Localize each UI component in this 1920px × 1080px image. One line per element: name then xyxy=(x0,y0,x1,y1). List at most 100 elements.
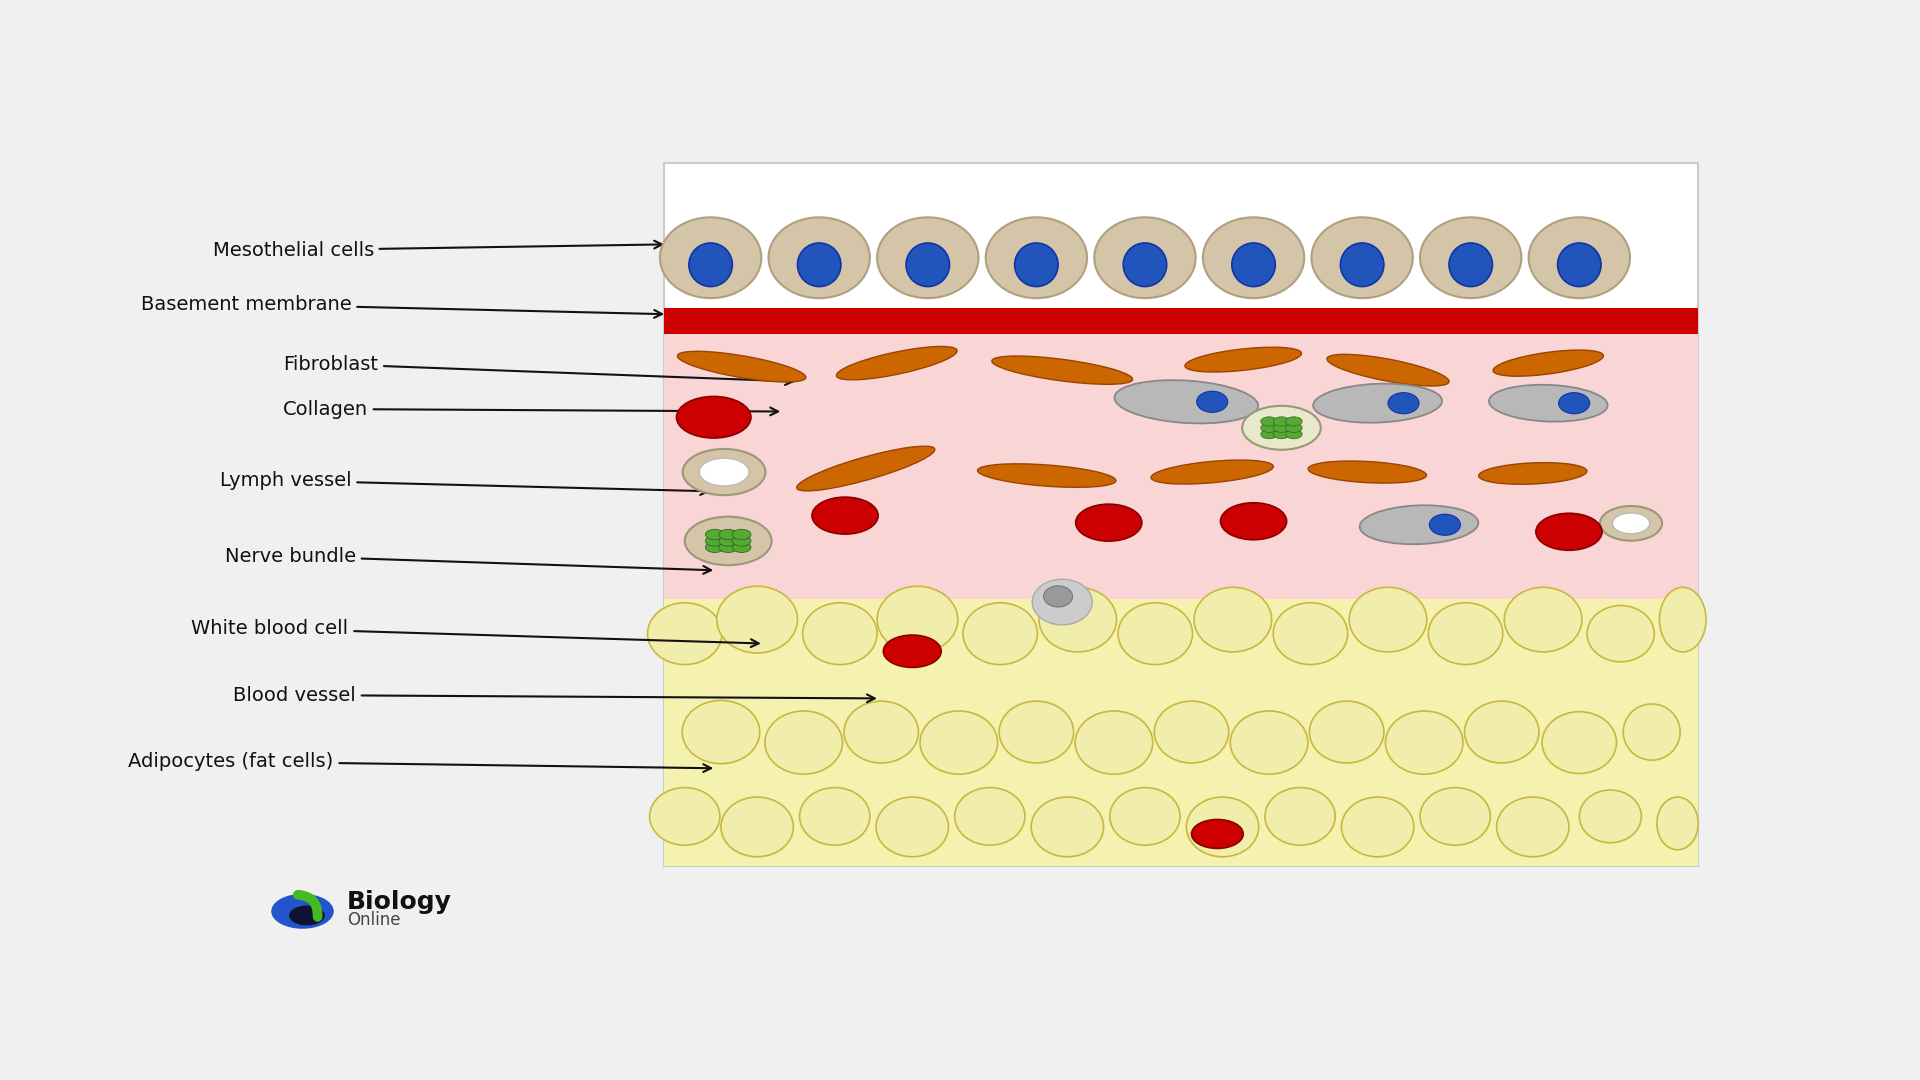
Ellipse shape xyxy=(906,243,950,286)
Text: Basement membrane: Basement membrane xyxy=(140,295,662,318)
Ellipse shape xyxy=(1450,243,1492,286)
Ellipse shape xyxy=(1327,354,1450,386)
Text: Blood vessel: Blood vessel xyxy=(234,686,876,704)
Circle shape xyxy=(676,396,751,438)
Ellipse shape xyxy=(837,347,956,380)
Circle shape xyxy=(1075,504,1142,541)
Circle shape xyxy=(699,458,749,486)
Ellipse shape xyxy=(1494,350,1603,376)
Ellipse shape xyxy=(682,701,760,764)
Text: Biology: Biology xyxy=(348,890,451,914)
Ellipse shape xyxy=(998,701,1073,762)
Circle shape xyxy=(718,536,737,546)
Ellipse shape xyxy=(1622,704,1680,760)
Ellipse shape xyxy=(797,243,841,286)
Circle shape xyxy=(705,529,724,540)
Circle shape xyxy=(718,529,737,540)
Ellipse shape xyxy=(716,586,797,653)
Text: Online: Online xyxy=(348,912,401,930)
Circle shape xyxy=(705,536,724,546)
Ellipse shape xyxy=(1505,588,1582,652)
Ellipse shape xyxy=(1196,391,1227,413)
Ellipse shape xyxy=(1031,797,1104,856)
Ellipse shape xyxy=(1114,380,1258,423)
Ellipse shape xyxy=(1465,701,1540,762)
Ellipse shape xyxy=(1231,711,1308,774)
Ellipse shape xyxy=(1386,711,1463,774)
Text: Lymph vessel: Lymph vessel xyxy=(221,471,708,495)
Ellipse shape xyxy=(993,356,1133,384)
Ellipse shape xyxy=(1490,384,1607,421)
Ellipse shape xyxy=(799,787,870,846)
Ellipse shape xyxy=(720,797,793,856)
Ellipse shape xyxy=(1185,347,1302,372)
Ellipse shape xyxy=(954,787,1025,846)
Ellipse shape xyxy=(1033,579,1092,625)
Text: Collagen: Collagen xyxy=(282,400,778,419)
Bar xyxy=(664,598,1697,865)
Ellipse shape xyxy=(660,217,762,298)
Ellipse shape xyxy=(1309,701,1384,762)
Circle shape xyxy=(1599,507,1663,541)
Ellipse shape xyxy=(1542,712,1617,773)
Ellipse shape xyxy=(1496,797,1569,856)
Circle shape xyxy=(732,536,751,546)
Ellipse shape xyxy=(1308,461,1427,483)
Ellipse shape xyxy=(1265,787,1334,846)
Ellipse shape xyxy=(1039,588,1117,652)
Text: Adipocytes (fat cells): Adipocytes (fat cells) xyxy=(129,752,710,772)
Ellipse shape xyxy=(1350,588,1427,652)
Ellipse shape xyxy=(1657,797,1697,850)
Circle shape xyxy=(271,894,334,929)
Ellipse shape xyxy=(1478,462,1588,484)
Circle shape xyxy=(1261,417,1277,426)
Ellipse shape xyxy=(920,711,998,774)
Ellipse shape xyxy=(1117,603,1192,664)
Circle shape xyxy=(290,905,324,926)
Ellipse shape xyxy=(1588,606,1655,662)
Ellipse shape xyxy=(1194,588,1271,652)
Ellipse shape xyxy=(1342,797,1413,856)
Ellipse shape xyxy=(845,701,918,762)
Ellipse shape xyxy=(985,217,1087,298)
Circle shape xyxy=(1273,430,1290,438)
Ellipse shape xyxy=(1110,787,1181,846)
Ellipse shape xyxy=(1014,243,1058,286)
Ellipse shape xyxy=(1075,711,1152,774)
Circle shape xyxy=(1286,430,1302,438)
Ellipse shape xyxy=(678,351,806,382)
Circle shape xyxy=(685,516,772,565)
Circle shape xyxy=(1273,417,1290,426)
Circle shape xyxy=(732,529,751,540)
Ellipse shape xyxy=(1388,393,1419,414)
Text: Mesothelial cells: Mesothelial cells xyxy=(213,241,662,259)
Ellipse shape xyxy=(1528,217,1630,298)
Circle shape xyxy=(1536,513,1601,551)
Ellipse shape xyxy=(1094,217,1196,298)
Circle shape xyxy=(718,542,737,553)
Ellipse shape xyxy=(689,243,732,286)
Bar xyxy=(664,318,1697,669)
Ellipse shape xyxy=(877,586,958,653)
Ellipse shape xyxy=(977,463,1116,487)
Circle shape xyxy=(812,497,877,535)
Circle shape xyxy=(732,542,751,553)
Ellipse shape xyxy=(1559,393,1590,414)
Circle shape xyxy=(1286,417,1302,426)
Ellipse shape xyxy=(1044,585,1073,607)
Text: Nerve bundle: Nerve bundle xyxy=(225,546,710,573)
Ellipse shape xyxy=(768,217,870,298)
Ellipse shape xyxy=(803,603,877,664)
Ellipse shape xyxy=(1154,701,1229,762)
FancyArrowPatch shape xyxy=(298,894,317,917)
Circle shape xyxy=(1261,423,1277,432)
Ellipse shape xyxy=(1421,217,1521,298)
Ellipse shape xyxy=(649,787,720,846)
Circle shape xyxy=(1273,423,1290,432)
Ellipse shape xyxy=(1580,791,1642,842)
Circle shape xyxy=(1192,820,1244,849)
Circle shape xyxy=(1242,406,1321,449)
Ellipse shape xyxy=(1123,243,1167,286)
Ellipse shape xyxy=(1202,217,1304,298)
Ellipse shape xyxy=(964,603,1037,664)
